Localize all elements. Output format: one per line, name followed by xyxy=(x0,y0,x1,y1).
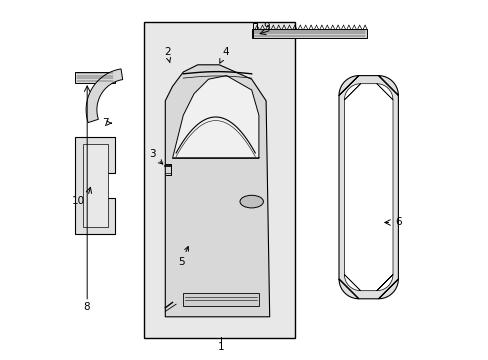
Polygon shape xyxy=(82,144,107,227)
Text: 6: 6 xyxy=(394,217,401,228)
Bar xyxy=(143,22,294,338)
Text: 1: 1 xyxy=(217,342,224,352)
Polygon shape xyxy=(338,76,398,299)
Polygon shape xyxy=(86,69,122,123)
Polygon shape xyxy=(183,293,258,306)
Text: 5: 5 xyxy=(178,247,188,267)
Polygon shape xyxy=(75,137,115,234)
Text: 7: 7 xyxy=(102,118,111,128)
Text: 2: 2 xyxy=(163,47,170,63)
Polygon shape xyxy=(172,76,258,158)
Polygon shape xyxy=(165,65,269,317)
Polygon shape xyxy=(344,84,392,291)
Bar xyxy=(251,29,366,38)
Text: 3: 3 xyxy=(148,149,163,164)
Text: 9: 9 xyxy=(264,22,270,32)
Polygon shape xyxy=(75,72,115,83)
Text: 4: 4 xyxy=(219,47,228,63)
Text: 8: 8 xyxy=(82,302,89,312)
Text: 10: 10 xyxy=(72,196,85,206)
Ellipse shape xyxy=(240,195,263,208)
